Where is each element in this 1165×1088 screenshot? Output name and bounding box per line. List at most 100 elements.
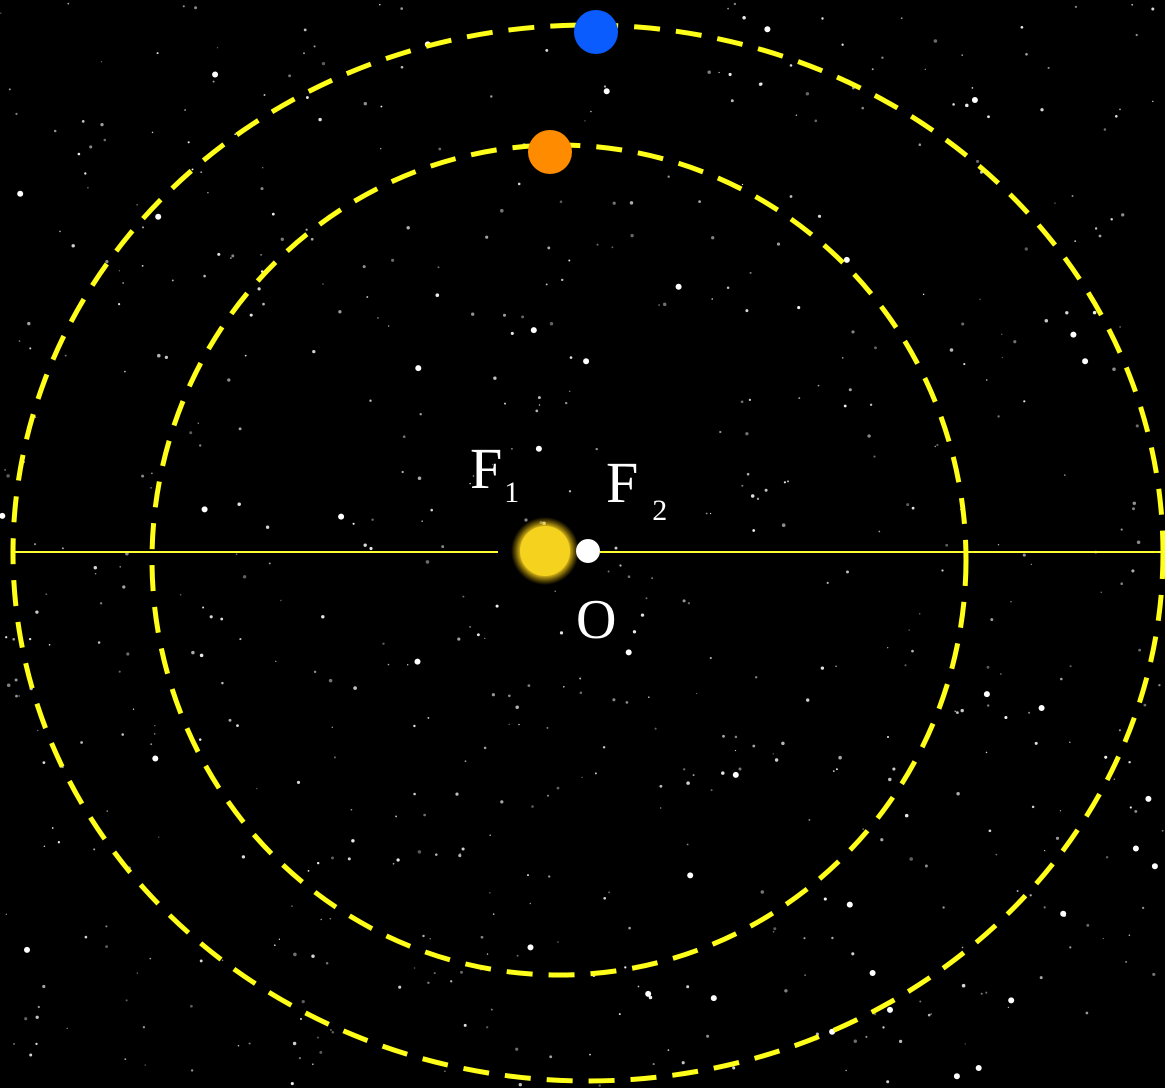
star (503, 313, 506, 317)
star (228, 718, 232, 722)
star (1098, 234, 1102, 238)
star (1074, 240, 1077, 243)
star (628, 926, 631, 930)
star (594, 772, 597, 775)
star (33, 543, 37, 546)
star (964, 1043, 966, 1045)
star (237, 1044, 240, 1047)
star (906, 503, 910, 507)
star (1119, 326, 1121, 328)
star (752, 529, 756, 532)
star (142, 1026, 146, 1029)
star (1044, 319, 1049, 323)
star (201, 506, 208, 513)
star (1128, 760, 1131, 764)
star (1064, 474, 1066, 476)
star (1132, 845, 1139, 852)
star (353, 686, 357, 690)
star (686, 985, 690, 989)
star (398, 985, 402, 989)
star (1008, 997, 1015, 1004)
star (1013, 340, 1017, 344)
star (417, 850, 422, 854)
star (199, 444, 202, 447)
star (843, 256, 850, 263)
star (880, 838, 884, 842)
star (13, 1043, 15, 1045)
star (808, 818, 811, 821)
star (118, 270, 121, 272)
star (1128, 934, 1131, 936)
star (549, 1055, 553, 1059)
star (740, 400, 744, 404)
star (275, 660, 277, 662)
star (455, 792, 459, 796)
star (711, 236, 715, 240)
star (34, 416, 37, 418)
star (483, 746, 487, 750)
star (710, 789, 713, 792)
star (918, 143, 922, 146)
star (151, 131, 154, 134)
star (189, 431, 193, 435)
star (1085, 1011, 1089, 1015)
star (548, 875, 551, 878)
star (152, 755, 159, 762)
star (265, 525, 270, 529)
star (190, 1069, 194, 1072)
star (579, 677, 582, 680)
star (429, 938, 431, 940)
star (12, 638, 15, 641)
star (1040, 108, 1044, 112)
star (387, 663, 390, 666)
star (480, 935, 484, 939)
star (338, 310, 342, 314)
star (382, 642, 385, 645)
star (722, 734, 725, 738)
star (363, 543, 367, 547)
star (878, 530, 881, 533)
star (478, 477, 481, 480)
star (156, 52, 159, 55)
star (105, 260, 109, 264)
star (645, 990, 652, 997)
star (530, 327, 537, 334)
star (303, 28, 307, 32)
star (1129, 806, 1132, 809)
blue-planet (574, 10, 618, 54)
star (602, 746, 606, 749)
star (1125, 960, 1128, 963)
star (328, 678, 333, 683)
star (490, 1008, 493, 1011)
star (561, 278, 564, 282)
star (495, 604, 499, 608)
star (817, 384, 820, 387)
star (463, 1023, 467, 1027)
star (316, 861, 320, 865)
star (535, 409, 539, 413)
star (121, 733, 124, 736)
star (200, 171, 203, 174)
star (221, 681, 224, 685)
star (781, 523, 786, 527)
star (568, 490, 572, 493)
star (1151, 7, 1155, 11)
star (194, 6, 198, 10)
star (904, 664, 907, 667)
star (415, 365, 422, 372)
star (1074, 5, 1078, 9)
star (1007, 1006, 1010, 1009)
star (741, 484, 744, 487)
star (980, 992, 983, 995)
star (924, 864, 928, 868)
star (698, 200, 701, 203)
star (1120, 582, 1123, 585)
star (963, 363, 966, 366)
star (221, 959, 224, 961)
star (369, 399, 372, 402)
star (15, 112, 18, 116)
star (231, 254, 235, 258)
star (934, 445, 937, 448)
star (892, 767, 896, 771)
